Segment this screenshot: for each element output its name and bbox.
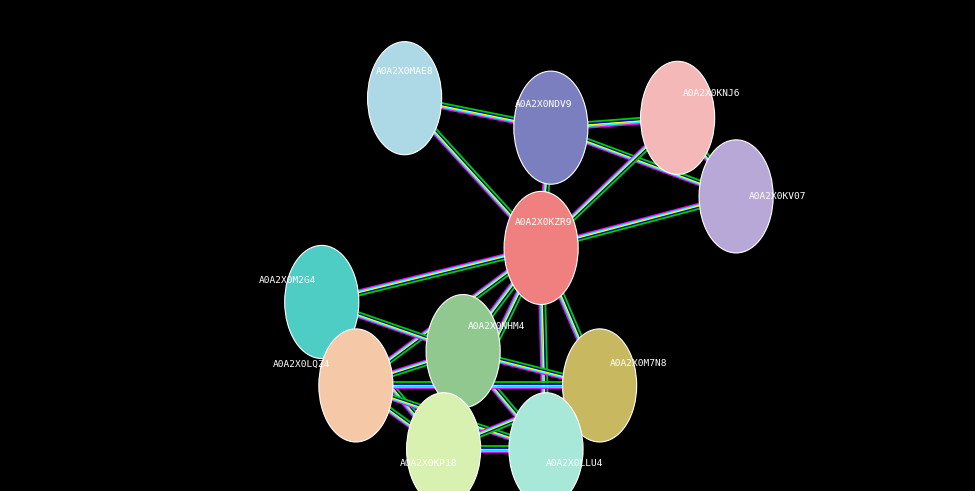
- Ellipse shape: [699, 140, 773, 253]
- Text: A0A2X0KZR9: A0A2X0KZR9: [516, 218, 572, 227]
- Ellipse shape: [368, 42, 442, 155]
- Text: A0A2X0M2G4: A0A2X0M2G4: [258, 276, 316, 285]
- Ellipse shape: [504, 191, 578, 304]
- Text: A0A2X0KNJ6: A0A2X0KNJ6: [682, 89, 740, 98]
- Ellipse shape: [514, 71, 588, 184]
- Text: A0A2X0KP18: A0A2X0KP18: [401, 460, 457, 468]
- Text: A0A2X0KV07: A0A2X0KV07: [749, 192, 806, 201]
- Ellipse shape: [407, 393, 481, 491]
- Text: A0A2X0LQZ4: A0A2X0LQZ4: [273, 360, 331, 369]
- Text: A0A2X0LLU4: A0A2X0LLU4: [546, 460, 604, 468]
- Ellipse shape: [319, 329, 393, 442]
- Text: A0A2X0MAE8: A0A2X0MAE8: [376, 67, 433, 76]
- Ellipse shape: [641, 61, 715, 174]
- Text: A0A2X0NDV9: A0A2X0NDV9: [516, 100, 572, 109]
- Ellipse shape: [509, 393, 583, 491]
- Ellipse shape: [426, 295, 500, 408]
- Ellipse shape: [563, 329, 637, 442]
- Text: A0A2X0NHM4: A0A2X0NHM4: [468, 322, 526, 331]
- Ellipse shape: [285, 246, 359, 358]
- Text: A0A2X0M7N8: A0A2X0M7N8: [609, 359, 667, 368]
